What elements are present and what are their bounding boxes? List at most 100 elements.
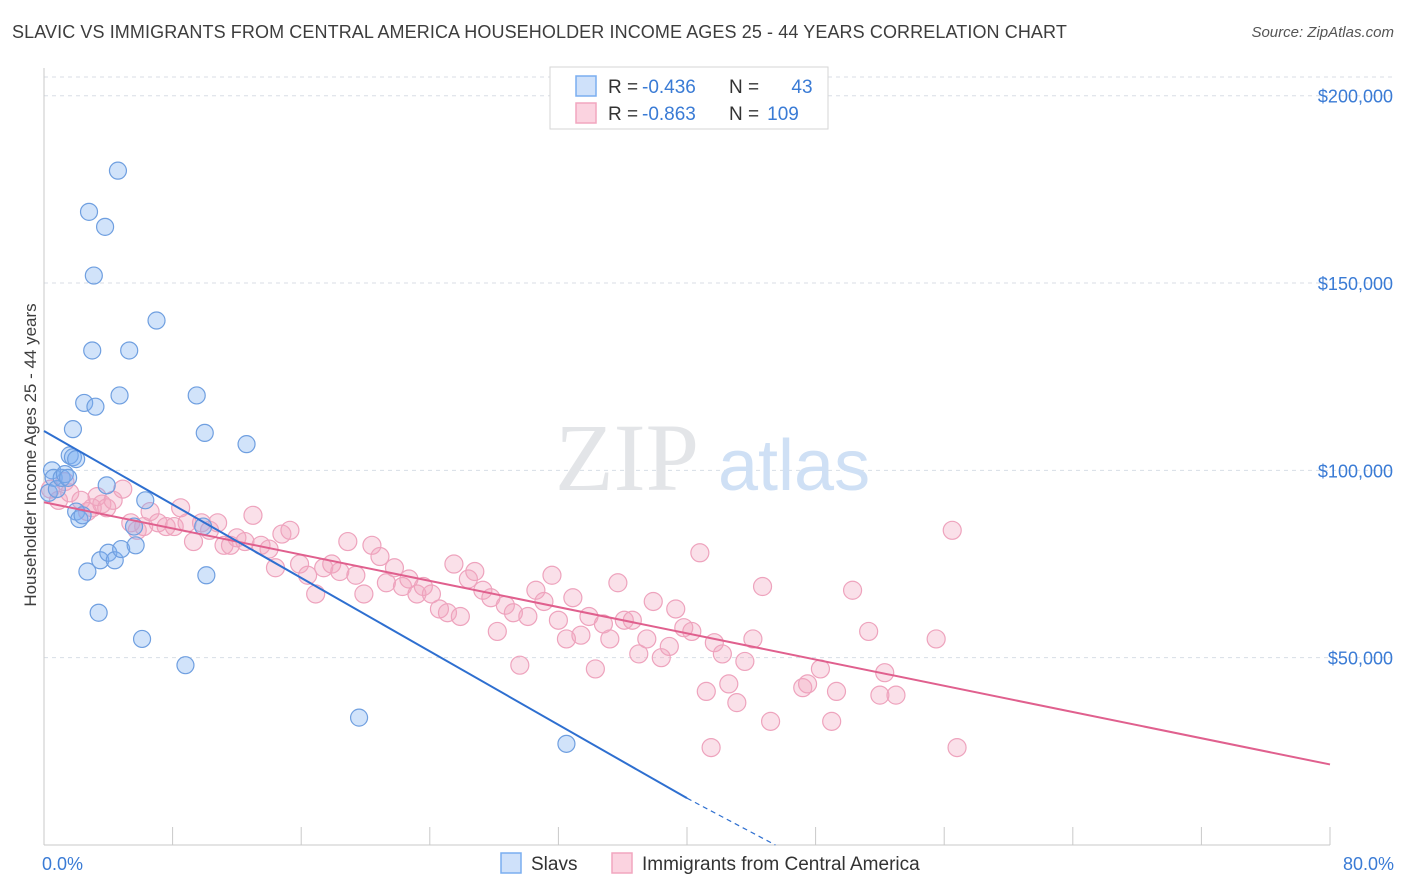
immigrants-point: [354, 584, 374, 604]
legend-swatch-slavs-bottom: [500, 852, 522, 874]
immigrants-point: [942, 520, 962, 540]
immigrants-point: [306, 584, 326, 604]
immigrants-point: [886, 685, 906, 705]
slavs-point: [132, 629, 152, 649]
immigrants-point: [421, 584, 442, 604]
immigrants-point: [690, 543, 710, 563]
immigrants-point: [444, 554, 464, 574]
immigrants-point: [330, 561, 350, 582]
watermark-atlas: atlas: [718, 426, 870, 506]
slavs-trend-line: [43, 430, 688, 800]
slavs-point: [75, 393, 94, 413]
immigrants-point: [376, 573, 396, 593]
gridlines: [44, 76, 1394, 659]
immigrants-point: [727, 693, 747, 713]
x-tick-label: 0.0%: [42, 854, 83, 874]
legend-swatch-immigrants: [575, 102, 597, 124]
slavs-point: [83, 341, 102, 360]
legend-n-label-2: N =: [729, 104, 759, 125]
slavs-point: [197, 566, 216, 585]
immigrants-point: [563, 588, 583, 608]
y-tick-label: $100,000: [1318, 461, 1393, 481]
immigrants-point: [696, 681, 716, 702]
immigrants-point: [487, 621, 507, 642]
slavs-point: [136, 491, 155, 510]
immigrants-point: [842, 580, 863, 600]
slavs-point: [95, 217, 115, 236]
slavs-point: [47, 479, 66, 499]
slavs-point: [176, 656, 195, 675]
immigrants-point: [437, 603, 458, 623]
axes: [43, 68, 1331, 846]
immigrants-point: [362, 535, 382, 555]
immigrants-point: [585, 659, 605, 679]
immigrants-point: [608, 573, 628, 593]
immigrants-point: [735, 651, 755, 672]
immigrants-point: [643, 591, 663, 612]
immigrants-point: [407, 584, 427, 604]
immigrants-point: [701, 737, 721, 758]
watermark: ZIP atlas: [555, 404, 870, 511]
slavs-point: [187, 386, 206, 405]
slavs-point: [120, 341, 139, 360]
legend-r-label-1: R =: [608, 77, 638, 98]
slavs-point: [79, 202, 99, 221]
immigrants-point: [637, 629, 657, 649]
immigrants-point: [413, 576, 433, 597]
legend-r-label-2: R =: [608, 104, 638, 125]
immigrants-point: [183, 531, 204, 552]
immigrants-point: [113, 479, 133, 499]
slavs-point: [86, 397, 105, 416]
series-legend: Slavs Immigrants from Central America: [500, 852, 920, 875]
y-tick-label: $50,000: [1328, 649, 1393, 669]
immigrants-point: [822, 711, 842, 731]
immigrants-point: [465, 561, 485, 582]
immigrants-point: [870, 685, 890, 705]
legend-n-value-1: 43: [791, 77, 812, 98]
slavs-point: [195, 423, 214, 443]
x-tick-label: 80.0%: [1343, 854, 1394, 874]
slavs-point: [147, 311, 166, 330]
immigrants-point: [338, 531, 358, 552]
slavs-trend-extension: [686, 797, 776, 846]
legend-swatch-slavs: [575, 75, 597, 97]
immigrants-point: [503, 603, 523, 623]
tick-labels: $50,000 $100,000 $150,000 $200,000 0.0% 80.0%: [42, 87, 1394, 874]
immigrants-point: [947, 737, 967, 758]
immigrants-point: [450, 606, 470, 627]
immigrants-point: [682, 621, 702, 642]
y-tick-label: $150,000: [1318, 274, 1393, 294]
slavs-point: [108, 161, 128, 180]
slavs-points: [39, 161, 576, 753]
immigrants-point: [346, 565, 366, 585]
legend-label-immigrants: Immigrants from Central America: [642, 854, 920, 875]
immigrants-point: [926, 629, 946, 649]
source-credit: Source: ZipAtlas.com: [1251, 24, 1394, 41]
slavs-point: [112, 539, 131, 559]
slavs-point: [126, 536, 145, 555]
immigrants-point: [826, 681, 847, 702]
immigrants-point: [760, 711, 781, 731]
watermark-zip: ZIP: [555, 404, 699, 511]
legend-r-value-1: -0.436: [642, 77, 696, 98]
immigrants-point: [752, 576, 773, 597]
immigrants-point: [280, 520, 300, 540]
immigrants-point: [370, 546, 390, 567]
legend-label-slavs: Slavs: [531, 854, 577, 875]
slavs-point: [110, 386, 129, 405]
y-axis-label: Householder Income Ages 25 - 44 years: [21, 303, 40, 606]
immigrants-point: [140, 501, 160, 522]
immigrants-point: [542, 565, 562, 585]
immigrants-point: [743, 629, 763, 649]
slavs-point: [97, 476, 116, 495]
slavs-point: [557, 734, 576, 753]
immigrants-point: [548, 610, 569, 630]
trend-lines: [43, 430, 1331, 846]
legend-r-value-2: -0.863: [642, 104, 696, 125]
slavs-point: [63, 420, 83, 439]
immigrants-point: [510, 655, 530, 675]
immigrants-point: [243, 505, 263, 525]
immigrants-point: [556, 629, 577, 649]
